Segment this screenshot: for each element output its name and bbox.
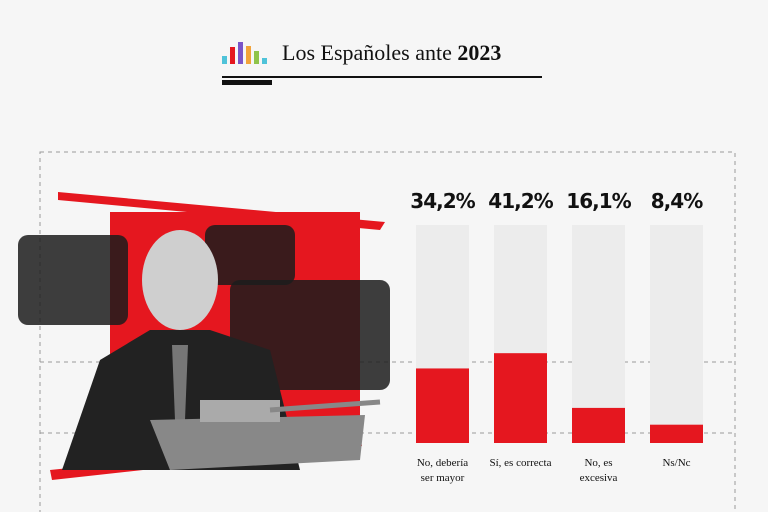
bar-track <box>572 225 625 443</box>
bar <box>572 407 625 443</box>
value-label: 16,1% <box>566 189 631 213</box>
rule-thick <box>222 80 272 85</box>
bar <box>416 368 469 443</box>
bar-track <box>650 225 703 443</box>
x-tick-label: No, es excesiva <box>579 457 618 484</box>
bar <box>494 353 547 443</box>
bar <box>650 424 703 443</box>
frame <box>39 151 736 512</box>
value-label: 34,2% <box>410 189 475 213</box>
value-label: 41,2% <box>488 189 553 213</box>
header-title: Los Españoles ante <box>282 40 452 65</box>
rule <box>222 76 542 78</box>
logo <box>222 42 267 64</box>
value-label: 8,4% <box>651 189 703 213</box>
header-year: 2023 <box>457 40 502 65</box>
x-tick-label: No, debería ser mayor <box>416 457 469 484</box>
photo-collage <box>18 192 390 480</box>
x-tick-label: Ns/Nc <box>662 457 691 469</box>
x-tick-label: Sí, es correcta <box>489 457 552 469</box>
header: Los Españoles ante 2023 <box>282 40 501 66</box>
